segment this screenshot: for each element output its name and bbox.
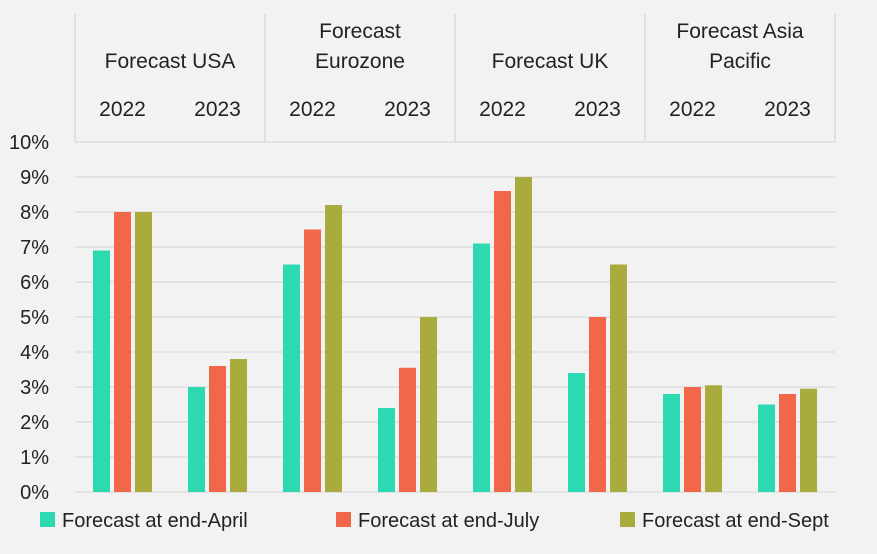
year-label: 2022 — [289, 98, 336, 121]
legend-label: Forecast at end-July — [358, 510, 539, 532]
bar-forecast-at-end-july-4 — [494, 191, 511, 492]
bars — [93, 177, 817, 492]
y-axis: 0% 1% 2% 3% 4% 5% 6% 7% 8% 9% 10% — [9, 132, 49, 504]
bar-forecast-at-end-july-2 — [304, 229, 321, 492]
legend: Forecast at end-April Forecast at end-Jul… — [40, 510, 829, 532]
legend-label: Forecast at end-April — [62, 510, 248, 532]
bar-forecast-at-end-april-5 — [568, 373, 585, 492]
legend-swatch — [40, 512, 55, 527]
bar-forecast-at-end-april-6 — [663, 394, 680, 492]
bar-forecast-at-end-july-0 — [114, 212, 131, 492]
year-label: 2022 — [99, 98, 146, 121]
bar-forecast-at-end-july-6 — [684, 387, 701, 492]
chart-header: Forecast USA 2022 2023 Forecast Eurozone 2022… — [74, 14, 836, 142]
group-label: Forecast USA — [105, 50, 236, 73]
bar-forecast-at-end-sept-6 — [705, 385, 722, 492]
y-tick-label: 9% — [20, 167, 49, 189]
y-tick-label: 6% — [20, 272, 49, 294]
bar-forecast-at-end-sept-7 — [800, 388, 817, 492]
bar-forecast-at-end-sept-2 — [325, 205, 342, 492]
y-tick-label: 1% — [20, 447, 49, 469]
bar-forecast-at-end-july-7 — [779, 394, 796, 492]
y-tick-label: 8% — [20, 202, 49, 224]
bar-forecast-at-end-july-5 — [589, 317, 606, 492]
year-label: 2022 — [669, 98, 716, 121]
year-label: 2023 — [574, 98, 621, 121]
y-tick-label: 10% — [9, 132, 49, 154]
y-tick-label: 5% — [20, 307, 49, 329]
y-tick-label: 3% — [20, 377, 49, 399]
bar-forecast-at-end-april-7 — [758, 404, 775, 492]
bar-forecast-at-end-april-0 — [93, 250, 110, 492]
y-tick-label: 2% — [20, 412, 49, 434]
bar-forecast-at-end-april-3 — [378, 408, 395, 492]
group-label: Pacific — [709, 50, 771, 73]
bar-forecast-at-end-july-1 — [209, 366, 226, 492]
year-label: 2023 — [384, 98, 431, 121]
legend-label: Forecast at end-Sept — [642, 510, 829, 532]
year-label: 2023 — [764, 98, 811, 121]
y-tick-label: 4% — [20, 342, 49, 364]
y-tick-label: 0% — [20, 482, 49, 504]
bar-forecast-at-end-sept-4 — [515, 177, 532, 492]
bar-forecast-at-end-sept-0 — [135, 212, 152, 492]
bar-forecast-at-end-july-3 — [399, 367, 416, 492]
bar-forecast-at-end-sept-5 — [610, 264, 627, 492]
year-label: 2023 — [194, 98, 241, 121]
group-label: Forecast — [319, 20, 401, 43]
group-label: Eurozone — [315, 50, 405, 73]
legend-swatch — [620, 512, 635, 527]
y-tick-label: 7% — [20, 237, 49, 259]
group-label: Forecast Asia — [676, 20, 804, 43]
group-label: Forecast UK — [492, 50, 609, 73]
bar-forecast-at-end-april-2 — [283, 264, 300, 492]
bar-forecast-at-end-april-1 — [188, 387, 205, 492]
bar-forecast-at-end-sept-1 — [230, 359, 247, 492]
bar-forecast-at-end-april-4 — [473, 243, 490, 492]
year-label: 2022 — [479, 98, 526, 121]
legend-swatch — [336, 512, 351, 527]
bar-forecast-at-end-sept-3 — [420, 317, 437, 492]
